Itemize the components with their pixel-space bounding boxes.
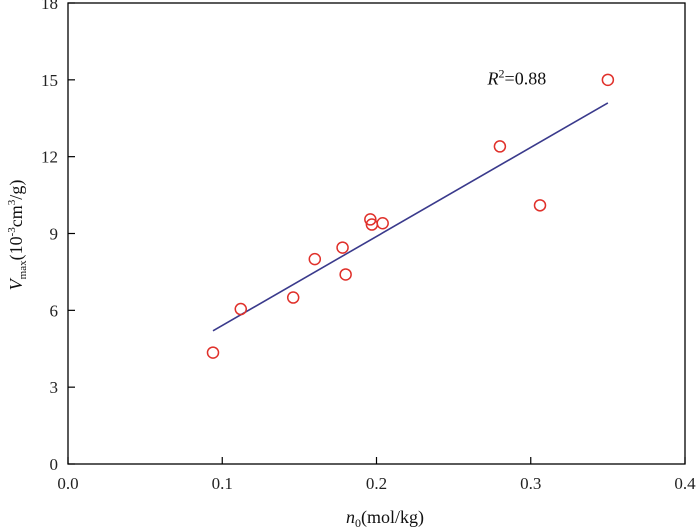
- fit-line: [212, 102, 609, 332]
- data-point: [308, 252, 322, 266]
- y-tick-label: 6: [50, 301, 59, 320]
- y-tick-label: 18: [41, 0, 58, 13]
- plot-frame: [67, 2, 686, 465]
- y-tick-label: 12: [41, 148, 58, 167]
- r-squared-annotation: R2=0.88: [487, 67, 547, 89]
- data-point: [493, 140, 507, 153]
- y-tick-label: 15: [41, 71, 58, 90]
- data-point: [206, 346, 220, 359]
- x-tick-label: 0.1: [212, 474, 233, 493]
- data-point: [601, 73, 615, 87]
- x-tick-label: 0.2: [366, 474, 387, 493]
- y-tick-label: 3: [50, 378, 59, 397]
- x-axis-ticks: 0.0 0.1 0.2 0.3 0.4: [57, 457, 696, 493]
- y-axis-ticks: 0 3 6 9 12 15 18: [41, 0, 75, 474]
- x-tick-label: 0.3: [520, 474, 541, 493]
- data-point: [336, 241, 349, 254]
- data-point: [339, 268, 352, 281]
- data-point: [234, 302, 248, 316]
- x-axis-label: n0(mol/kg): [346, 507, 424, 529]
- data-series: [206, 73, 615, 359]
- data-point: [286, 291, 300, 304]
- plot-area: [67, 2, 686, 465]
- y-tick-label: 9: [50, 225, 59, 244]
- x-tick-label: 0.4: [674, 474, 696, 493]
- y-axis-label: Vmax(10-3cm3/g): [6, 180, 29, 291]
- data-point: [533, 199, 547, 212]
- y-tick-label: 0: [50, 455, 59, 474]
- data-point: [376, 217, 389, 230]
- data-point: [364, 213, 377, 226]
- x-tick-label: 0.0: [57, 474, 78, 493]
